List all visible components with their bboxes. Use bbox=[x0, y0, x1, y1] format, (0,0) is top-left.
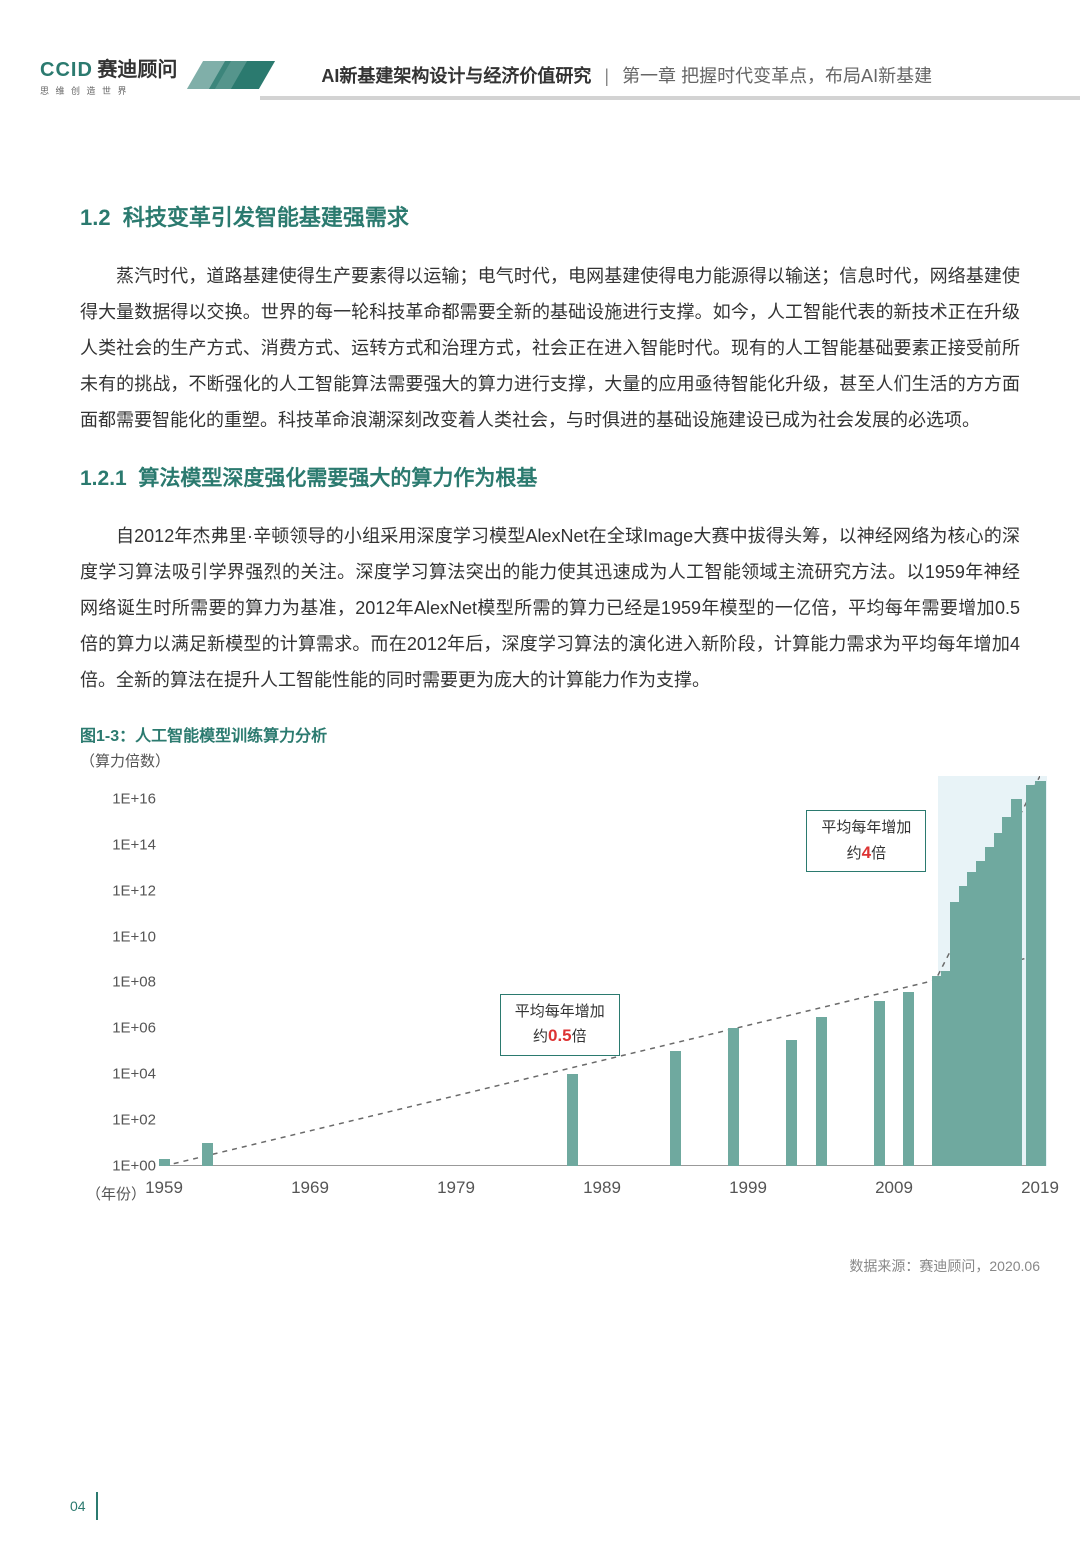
x-tick: 1999 bbox=[729, 1178, 767, 1198]
x-axis-title: （年份） bbox=[86, 1183, 146, 1204]
figure-caption: 图1-3：人工智能模型训练算力分析 bbox=[80, 722, 1020, 746]
y-tick: 1E+00 bbox=[86, 1158, 156, 1175]
x-tick: 2009 bbox=[875, 1178, 913, 1198]
y-tick: 1E+12 bbox=[86, 882, 156, 899]
bar bbox=[202, 1143, 213, 1166]
y-tick: 1E+16 bbox=[86, 790, 156, 807]
y-tick: 1E+04 bbox=[86, 1066, 156, 1083]
annotation-pre-2012: 平均每年增加约0.5倍 bbox=[500, 994, 620, 1056]
header-rule bbox=[260, 96, 1080, 100]
data-source: 数据来源：赛迪顾问，2020.06 bbox=[849, 1256, 1040, 1276]
logo: CCID 赛迪顾问 思 维 创 造 世 界 bbox=[40, 53, 261, 97]
y-tick: 1E+10 bbox=[86, 928, 156, 945]
annotation-post-2012: 平均每年增加约4倍 bbox=[806, 810, 926, 872]
bar bbox=[670, 1051, 681, 1166]
logo-cn: 赛迪顾问 bbox=[97, 59, 177, 81]
x-tick: 1959 bbox=[145, 1178, 183, 1198]
y-tick: 1E+02 bbox=[86, 1112, 156, 1129]
bar bbox=[728, 1028, 739, 1166]
page-header: CCID 赛迪顾问 思 维 创 造 世 界 AI新基建架构设计与经济价值研究 |… bbox=[0, 50, 1080, 100]
logo-chevrons bbox=[195, 61, 261, 89]
bar bbox=[1035, 781, 1046, 1166]
page-content: 1.2 科技变革引发智能基建强需求 蒸汽时代，道路基建使得生产要素得以运输；电气… bbox=[80, 200, 1020, 1206]
bar bbox=[159, 1159, 170, 1166]
section-heading-1-2: 1.2 科技变革引发智能基建强需求 bbox=[80, 200, 1020, 232]
page-number: 04 bbox=[70, 1498, 86, 1514]
logo-tagline: 思 维 创 造 世 界 bbox=[40, 84, 177, 97]
bar bbox=[874, 1001, 885, 1166]
bar bbox=[786, 1040, 797, 1166]
bar bbox=[816, 1017, 827, 1166]
doc-title: AI新基建架构设计与经济价值研究 bbox=[321, 66, 591, 86]
y-tick: 1E+08 bbox=[86, 974, 156, 991]
y-tick: 1E+06 bbox=[86, 1020, 156, 1037]
bar bbox=[567, 1074, 578, 1166]
x-tick: 1979 bbox=[437, 1178, 475, 1198]
title-separator: | bbox=[604, 66, 609, 86]
bar bbox=[1011, 799, 1022, 1166]
chapter-title: 第一章 把握时代变革点，布局AI新基建 bbox=[622, 66, 932, 86]
x-tick: 2019 bbox=[1021, 1178, 1059, 1198]
compute-chart: （算力倍数） （年份） 1E+001E+021E+041E+061E+081E+… bbox=[80, 756, 1040, 1206]
bar bbox=[903, 992, 914, 1166]
header-title-block: AI新基建架构设计与经济价值研究 | 第一章 把握时代变革点，布局AI新基建 bbox=[321, 62, 932, 88]
y-tick: 1E+14 bbox=[86, 836, 156, 853]
logo-en: CCID bbox=[40, 59, 93, 81]
x-tick: 1969 bbox=[291, 1178, 329, 1198]
page-number-bar bbox=[96, 1492, 98, 1520]
section-1-2-1-paragraph: 自2012年杰弗里·辛顿领导的小组采用深度学习模型AlexNet在全球Image… bbox=[80, 518, 1020, 698]
section-heading-1-2-1: 1.2.1 算法模型深度强化需要强大的算力作为根基 bbox=[80, 462, 1020, 492]
plot-area: （年份） 1E+001E+021E+041E+061E+081E+101E+12… bbox=[164, 776, 1040, 1166]
x-tick: 1989 bbox=[583, 1178, 621, 1198]
page-footer: 04 bbox=[70, 1492, 98, 1520]
y-axis-title: （算力倍数） bbox=[80, 750, 170, 771]
section-1-2-paragraph: 蒸汽时代，道路基建使得生产要素得以运输；电气时代，电网基建使得电力能源得以输送；… bbox=[80, 258, 1020, 438]
